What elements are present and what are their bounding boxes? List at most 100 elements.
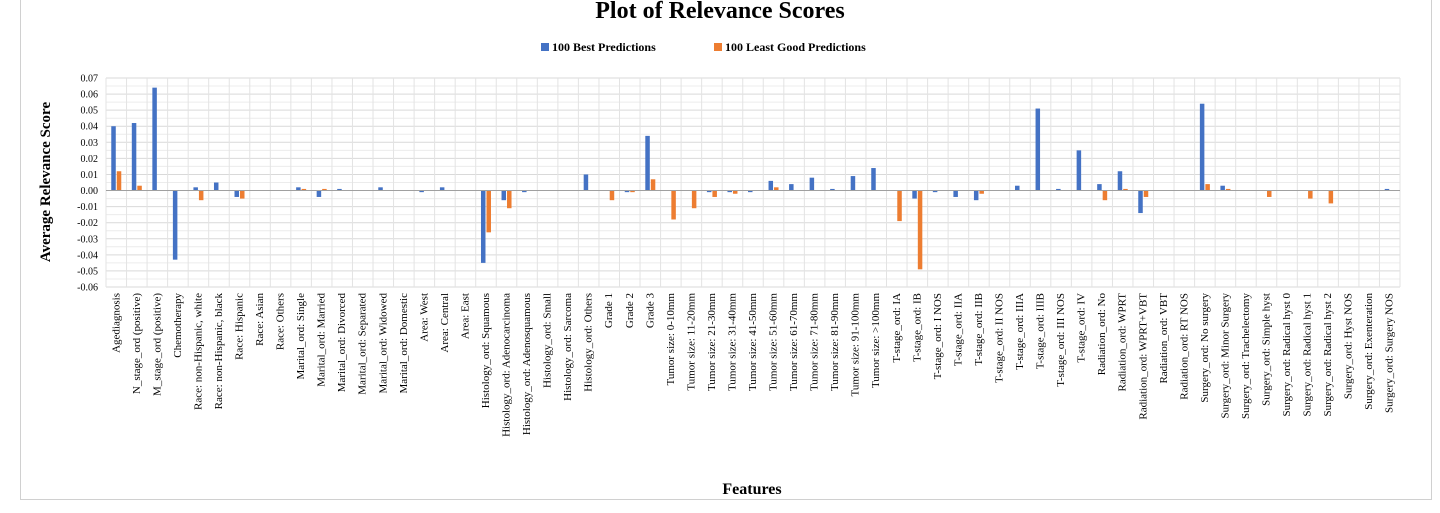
x-tick-label: Surgery_ord: Trachelectomy <box>1240 293 1252 419</box>
bar-best <box>1056 188 1061 191</box>
bar-best <box>1015 185 1020 191</box>
y-tick-label: -0.03 <box>77 234 98 245</box>
x-tick-label: Tumor size: 61-70mm <box>788 293 800 391</box>
bar-best <box>789 184 794 191</box>
x-tick-label: Surgery_ord: Simple hyst <box>1260 293 1272 406</box>
bar-least-good <box>650 179 656 191</box>
y-tick-label: -0.02 <box>77 218 98 229</box>
grid <box>105 77 1401 288</box>
legend-swatch-best <box>541 43 549 51</box>
bar-best <box>337 188 342 191</box>
bar-least-good <box>897 190 902 222</box>
y-tick-label: 0.03 <box>81 138 99 149</box>
x-tick-label: T-stage_ord: II NOS <box>993 293 1005 383</box>
bar-best <box>111 126 116 191</box>
x-tick-label: Tumor size: 31-40mm <box>726 293 738 391</box>
x-tick-label: T-stage_ord: IA <box>891 293 903 363</box>
bar-best <box>501 190 507 201</box>
x-tick-label: Histology_ord: Others <box>583 293 595 392</box>
bar-least-good <box>240 190 245 199</box>
x-tick-label: Agediagnosis <box>110 293 122 353</box>
x-tick-label: Tumor size: 91-100mm <box>850 293 862 397</box>
bar-least-good <box>486 190 491 233</box>
bar-best <box>419 190 424 193</box>
bar-best <box>727 190 732 193</box>
y-tick-label: 0.07 <box>81 74 99 85</box>
bar-best <box>850 176 856 191</box>
x-tick-label: Radiation_ord: RT NOS <box>1178 293 1190 400</box>
bar-least-good <box>1205 184 1210 191</box>
x-tick-label: Surgery_ord: Radical hyst 1 <box>1302 293 1314 417</box>
y-tick-label: -0.06 <box>77 283 98 294</box>
y-tick-label: 0.05 <box>81 106 99 117</box>
bar-best <box>152 87 157 191</box>
y-tick-label: -0.01 <box>77 202 98 213</box>
bar-least-good <box>609 190 615 201</box>
x-tick-label: Marital_ord: Single <box>295 293 307 380</box>
x-tick-label: Radiation_ord: No <box>1096 293 1108 376</box>
bar-best <box>1117 171 1123 191</box>
x-tick-label: Chemotherapy <box>172 293 184 358</box>
x-tick-label: Race: Asian <box>254 293 266 346</box>
bar-best <box>953 190 958 197</box>
bar-best <box>809 177 815 191</box>
bar-best <box>932 190 938 193</box>
x-tick-label: M_stage_ord (positive) <box>151 293 163 396</box>
bar-best <box>193 187 198 191</box>
chart-title: Plot of Relevance Scores <box>595 0 844 24</box>
bar-least-good <box>917 190 923 270</box>
y-tick-label: -0.04 <box>77 250 98 261</box>
x-tick-label: Surgery_ord: Minor Surgery <box>1219 293 1231 419</box>
bar-best <box>439 187 445 191</box>
bar-best <box>830 188 835 191</box>
bar-best <box>1384 188 1390 191</box>
bar-best <box>480 190 486 263</box>
x-tick-label: Tumor size: 21-30mm <box>706 293 718 391</box>
x-tick-label: Surgery_ord: Surgery NOS <box>1384 293 1396 413</box>
bar-least-good <box>1225 188 1231 191</box>
legend-label-best: 100 Best Predictions <box>552 40 656 54</box>
y-tick-label: 0.06 <box>81 90 99 101</box>
x-tick-labels: Agediagnosis N_stage_ord (positive) M_stag… <box>110 293 1395 437</box>
x-tick-label: Surgery_ord: Exenteration <box>1363 293 1375 410</box>
x-tick-label: Grade 1 <box>603 293 615 328</box>
x-tick-label: Area: West <box>418 293 430 342</box>
legend: 100 Best Predictions 100 Least Good Pred… <box>541 40 866 54</box>
x-tick-label: T-stage_ord: IV <box>1076 293 1088 363</box>
bar-best <box>1138 190 1143 214</box>
bar-least-good <box>1123 188 1128 191</box>
bar-least-good <box>1143 190 1149 197</box>
bar-best <box>748 190 753 193</box>
bar-least-good <box>1328 190 1334 204</box>
bar-best <box>172 190 178 260</box>
y-tick-label: -0.05 <box>77 266 98 277</box>
bar-best <box>645 135 650 191</box>
bar-best <box>583 174 589 191</box>
x-tick-label: Race: non-Hispanic, black <box>213 293 225 410</box>
bar-best <box>768 180 774 191</box>
x-tick-label: Surgery_ord: No surgery <box>1199 293 1211 403</box>
x-tick-label: T-stage_ord: IIIA <box>1014 293 1026 370</box>
x-tick-label: Tumor size: 81-90mm <box>829 293 841 391</box>
x-tick-label: T-stage_ord: IIIB <box>1035 293 1047 369</box>
y-tick-label: 0.00 <box>81 186 99 197</box>
x-tick-label: Area: East <box>459 293 471 339</box>
bar-least-good <box>116 171 122 191</box>
bar-best <box>1097 184 1102 191</box>
x-tick-label: Marital_ord: Separated <box>357 293 369 395</box>
x-tick-label: Grade 3 <box>644 293 656 329</box>
bar-least-good <box>691 190 697 209</box>
bar-best <box>522 190 527 193</box>
y-axis-label: Average Relevance Score <box>38 102 54 263</box>
bar-least-good <box>712 190 717 197</box>
bar-least-good <box>322 188 327 191</box>
x-tick-label: T-stage_ord: IB <box>911 293 923 362</box>
x-tick-label: Area: Central <box>439 293 451 353</box>
x-tick-label: Tumor size: 71-80mm <box>809 293 821 391</box>
chart-frame <box>20 0 1432 500</box>
legend-label-least: 100 Least Good Predictions <box>725 40 866 54</box>
bar-best <box>1220 185 1225 191</box>
x-tick-label: T-stage_ord: IIA <box>952 293 964 366</box>
x-tick-label: Histology_ord: Adenosquamous <box>521 293 533 435</box>
bar-least-good <box>301 188 307 191</box>
